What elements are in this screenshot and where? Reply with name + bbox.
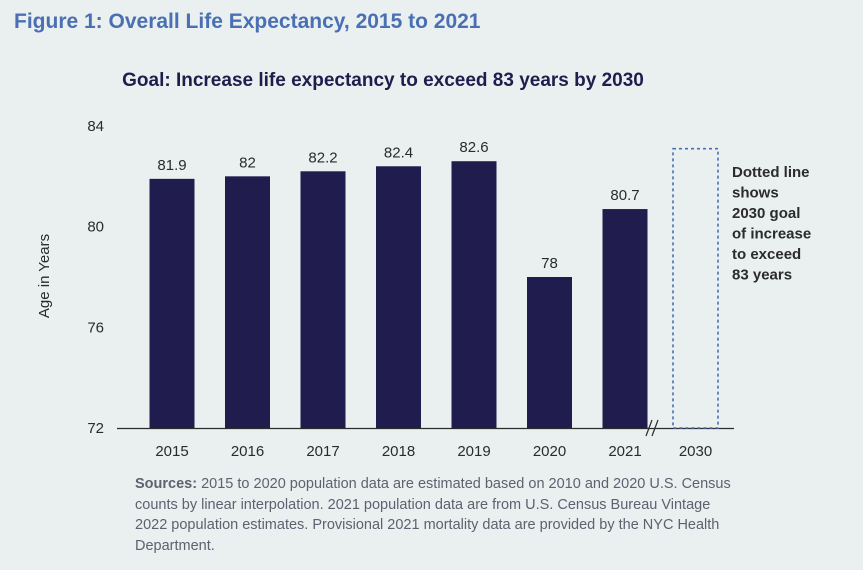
x-tick-label-2017: 2017 — [306, 443, 339, 460]
life-expectancy-bar-chart: Goal: Increase life expectancy to exceed… — [36, 70, 811, 460]
data-label-2016: 82 — [239, 154, 256, 171]
goal-annotation-line: 83 years — [732, 267, 792, 284]
sources-text: 2015 to 2020 population data are estimat… — [135, 476, 731, 554]
y-tick-label: 84 — [87, 118, 104, 135]
goal-bar-2030 — [672, 147, 719, 429]
x-tick-label-2021: 2021 — [608, 443, 641, 460]
y-tick-label: 80 — [87, 219, 104, 236]
axis-break-slash-1 — [645, 419, 653, 437]
data-label-2015: 81.9 — [157, 157, 186, 174]
bar-2020 — [527, 277, 572, 428]
bar-2016 — [225, 176, 270, 428]
y-tick-label: 72 — [87, 420, 104, 437]
x-tick-label-2020: 2020 — [533, 443, 566, 460]
sources-note: Sources: 2015 to 2020 population data ar… — [135, 474, 745, 556]
data-label-2021: 80.7 — [610, 187, 639, 204]
x-tick-label-2030: 2030 — [679, 443, 712, 460]
bar-2017 — [300, 171, 346, 429]
bar-2018 — [376, 166, 421, 428]
goal-annotation-line: Dotted line — [732, 164, 810, 181]
y-tick-label: 76 — [87, 319, 104, 336]
data-label-2018: 82.4 — [384, 144, 413, 161]
figure-title: Figure 1: Overall Life Expectancy, 2015 … — [14, 10, 481, 33]
data-label-2019: 82.6 — [459, 139, 488, 156]
bar-2021 — [602, 209, 648, 428]
axis-break-slash-2 — [651, 419, 659, 437]
bar-2019 — [451, 161, 497, 428]
goal-annotation-line: 2030 goal — [732, 205, 800, 222]
x-tick-label-2018: 2018 — [382, 443, 415, 460]
goal-annotation-line: of increase — [732, 226, 811, 243]
bar-2015 — [149, 178, 195, 428]
data-label-2020: 78 — [541, 255, 558, 272]
chart-title: Goal: Increase life expectancy to exceed… — [122, 70, 644, 91]
x-tick-label-2019: 2019 — [457, 443, 490, 460]
x-tick-label-2016: 2016 — [231, 443, 264, 460]
x-tick-label-2015: 2015 — [155, 443, 188, 460]
goal-annotation-line: to exceed — [732, 246, 801, 263]
goal-annotation-line: shows — [732, 185, 779, 202]
y-axis-label: Age in Years — [36, 234, 53, 318]
sources-label: Sources: — [135, 476, 198, 492]
data-label-2017: 82.2 — [308, 149, 337, 166]
